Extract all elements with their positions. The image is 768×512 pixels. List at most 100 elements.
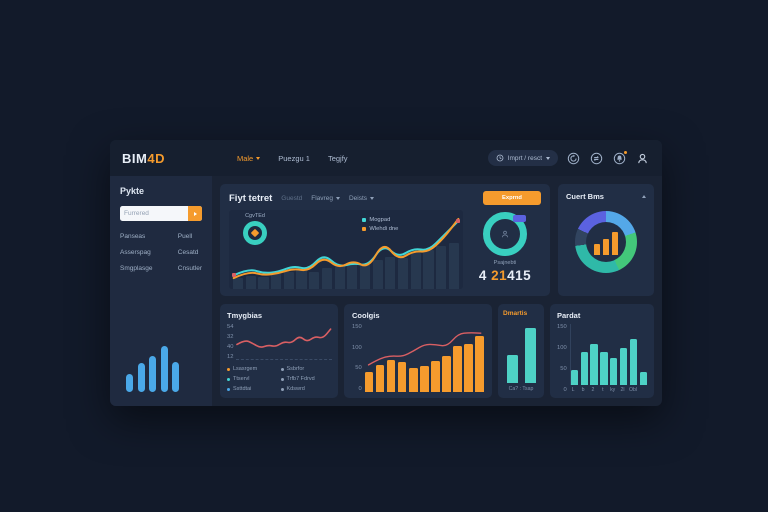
x-tick: 2: [591, 387, 595, 393]
x-tick: L: [571, 387, 575, 393]
signal-bars-chart: [126, 340, 179, 392]
legend-swatch: [280, 377, 284, 381]
x-tick: 2l: [620, 387, 625, 393]
legend-swatch: [280, 387, 284, 391]
chevron-down-icon: [546, 156, 550, 160]
sidebar-link[interactable]: Puell: [177, 233, 193, 240]
search-button[interactable]: [188, 206, 202, 221]
coolgis-chart: 150 100 50 0: [352, 324, 485, 392]
teal-donut-chart: [483, 212, 527, 256]
tmygbias-legend: Lsasrgem Ssbrfor Ttservl Trfb7 Fdrvd Sst…: [227, 366, 332, 392]
main-chart-bg-bars: [233, 210, 459, 289]
pardat-plot: [569, 324, 648, 385]
stat-value-part: 4: [478, 268, 492, 283]
dropdown-flavreg[interactable]: Flavreg: [311, 195, 340, 202]
sidebar-links: Panseas Puell Asserspag Cesatd Smgplasge…: [120, 233, 202, 272]
legend-label: Wlehdi dne: [369, 226, 399, 233]
x-tick: t: [602, 387, 604, 393]
top-bar: BIM4D Male Puezgu 1 Tegjfy: [110, 140, 662, 176]
dropdown-flavreg-label: Flavreg: [311, 194, 333, 202]
tab-guestd[interactable]: Guestd: [281, 195, 302, 202]
legend-label: Ssttdtai: [233, 386, 252, 392]
cuert-donut-chart: [575, 211, 637, 273]
series-end-marker: [456, 218, 461, 223]
y-tick: 54: [227, 324, 234, 330]
chevron-down-icon: [256, 156, 261, 160]
legend-swatch: [280, 367, 284, 371]
legend-item: Wlehdi dne: [362, 226, 398, 232]
clock-icon: [496, 154, 504, 162]
logo-part-1: BIM: [122, 150, 148, 166]
tab-guestd-label: Guestd: [281, 194, 303, 202]
search-input[interactable]: [120, 206, 188, 221]
time-range-selector[interactable]: Imprt / resct: [487, 150, 558, 166]
refresh-icon: [567, 152, 580, 164]
chevron-up-icon[interactable]: [642, 195, 646, 198]
main-chart-svg: [229, 210, 463, 289]
dropdown-deists[interactable]: Deists: [349, 195, 375, 202]
legend-item: Ssbrfor: [280, 366, 333, 372]
sidebar-title: Pykte: [120, 186, 145, 196]
legend-item: Lsasrgem: [227, 366, 279, 372]
user-profile-button[interactable]: [635, 151, 650, 166]
nav-item-2[interactable]: Puezgu 1: [278, 154, 310, 163]
main-line-chart: CgvTEd Mogpad: [229, 210, 463, 289]
chevron-down-icon: [335, 196, 340, 200]
coolgis-bars: [364, 324, 485, 392]
stat-value-part: 415: [507, 268, 532, 283]
y-tick: 40: [227, 344, 234, 350]
legend-item: Mogpad: [362, 217, 398, 223]
legend-label: Mogpad: [369, 217, 391, 224]
tmygbias-chart: 54 32 40 12: [227, 324, 332, 360]
target-icon: [243, 221, 267, 245]
x-tick: [640, 387, 647, 393]
legend-label: Kdswrd: [286, 386, 305, 392]
sidebar-link[interactable]: Panseas: [120, 233, 146, 240]
dmartis-bars: [503, 321, 539, 383]
legend-item: Ssttdtai: [227, 386, 279, 392]
expand-button[interactable]: Exprnd: [483, 191, 541, 205]
y-tick: 100: [352, 344, 362, 351]
tmygbias-panel: Tmygbias 54 32 40 12: [220, 304, 338, 398]
notification-badge: [623, 149, 628, 155]
sidebar-link[interactable]: Cnsutler: [177, 265, 202, 272]
refresh-button[interactable]: [566, 151, 581, 166]
y-tick: 50: [355, 365, 362, 372]
arrow-right-icon: [193, 211, 197, 216]
dmartis-x-label: Ca? : Tsap: [508, 386, 534, 392]
sidebar-link[interactable]: Smgplasge: [120, 265, 153, 272]
stat-value: 4 21415: [479, 268, 531, 283]
coolgis-overlay-line: [365, 324, 484, 392]
y-tick: 0: [563, 387, 567, 393]
app-logo: BIM4D: [122, 151, 165, 166]
chevron-down-icon: [370, 196, 375, 200]
donut-mini-bars: [592, 229, 620, 255]
person-icon: [502, 230, 508, 238]
x-tick: Obl: [629, 387, 638, 393]
sidebar-search: [120, 206, 202, 221]
dashboard-window: BIM4D Male Puezgu 1 Tegjfy: [110, 140, 662, 406]
notifications-button[interactable]: [612, 149, 628, 166]
sync-button[interactable]: [589, 151, 604, 166]
stat-value-part: 21: [491, 268, 508, 283]
legend-item: Trfb7 Fdrvd: [280, 376, 333, 382]
y-tick: 150: [352, 324, 362, 330]
sync-icon: [590, 152, 603, 164]
legend-item: Kdswrd: [280, 386, 333, 392]
cuert-panel-title: Cuert Bms: [566, 192, 604, 201]
legend-label: Lsasrgem: [233, 366, 258, 372]
chart-highlight-badge: CgvTEd: [243, 213, 267, 245]
nav-item-3[interactable]: Tegjfy: [328, 154, 348, 163]
donut-badge: [513, 215, 526, 222]
stat-column: Psajnebti 4 21415: [469, 210, 541, 289]
sidebar-link[interactable]: Cesatd: [177, 249, 199, 256]
y-axis-ticks: 54 32 40 12: [227, 324, 236, 360]
legend-item: Ttservl: [227, 376, 279, 382]
legend-label: Trfb7 Fdrvd: [286, 376, 315, 382]
dmartis-panel: Dmartis Ca? : Tsap: [498, 304, 544, 398]
nav-item-1[interactable]: Male: [237, 154, 261, 163]
y-tick: 150: [557, 324, 567, 330]
y-tick: 0: [358, 385, 362, 392]
sidebar-link[interactable]: Asserspag: [120, 249, 151, 256]
